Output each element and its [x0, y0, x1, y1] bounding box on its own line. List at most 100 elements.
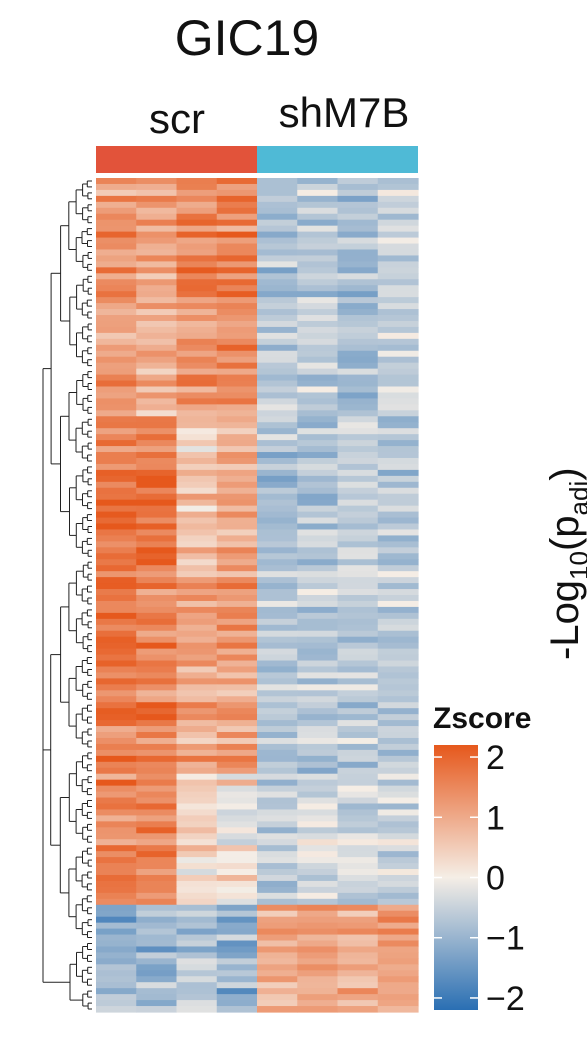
heatmap-cell: [96, 487, 137, 495]
heatmap-cell: [216, 803, 258, 811]
heatmap-cell: [136, 249, 178, 257]
heatmap-cell: [136, 553, 178, 560]
heatmap-cell: [337, 595, 379, 602]
heatmap-cell: [257, 690, 298, 697]
heatmap-cell: [337, 1006, 379, 1013]
heatmap-cell: [337, 434, 379, 441]
heatmap-cell: [297, 666, 339, 674]
heatmap-cell: [257, 839, 298, 846]
heatmap-cell: [297, 362, 339, 370]
heatmap-cell: [216, 696, 258, 703]
heatmap-cell: [216, 791, 258, 799]
heatmap-cell: [216, 463, 258, 471]
heatmap-cell: [136, 589, 178, 596]
heatmap-cell: [297, 493, 339, 501]
heatmap-cell: [136, 678, 178, 685]
heatmap-cell: [96, 178, 137, 185]
heatmap-cell: [377, 690, 419, 697]
heatmap-cell: [96, 642, 137, 650]
heatmap-cell: [96, 332, 137, 340]
heatmap-cell: [257, 178, 298, 185]
heatmap-cell: [176, 696, 218, 703]
heatmap-cell: [257, 708, 298, 715]
heatmap-cell: [257, 678, 298, 685]
heatmap-cell: [377, 285, 419, 292]
heatmap-cell: [257, 660, 298, 668]
heatmap-cell: [377, 702, 419, 709]
heatmap-cell: [176, 839, 218, 846]
heatmap-cell: [216, 243, 258, 251]
heatmap-cell: [176, 315, 218, 322]
heatmap-cell: [216, 892, 258, 900]
heatmap-cell: [297, 874, 339, 882]
heatmap-cell: [257, 380, 298, 388]
heatmap-cell: [136, 743, 178, 751]
heatmap-cell: [337, 785, 379, 793]
heatmap-cell: [377, 648, 419, 656]
heatmap-cell: [216, 475, 258, 483]
heatmap-cell: [297, 934, 339, 942]
heatmap-cell: [377, 964, 419, 971]
heatmap-cell: [377, 606, 419, 614]
heatmap-cell: [337, 463, 379, 471]
heatmap-cell: [297, 463, 339, 471]
heatmap-cell: [257, 493, 298, 501]
heatmap-cell: [216, 606, 258, 614]
heatmap-cell: [176, 332, 218, 340]
heatmap-cell: [136, 630, 178, 638]
heatmap-cell: [257, 440, 298, 447]
heatmap-cell: [377, 481, 419, 489]
heatmap-cell: [337, 362, 379, 370]
heatmap-cell: [176, 851, 218, 858]
heatmap-cell: [216, 553, 258, 560]
heatmap-cell: [136, 410, 178, 417]
heatmap-cell: [136, 726, 178, 733]
heatmap-cell: [216, 779, 258, 787]
heatmap-cell: [377, 833, 419, 840]
heatmap-cell: [257, 773, 298, 781]
heatmap-cell: [257, 273, 298, 280]
heatmap-cell: [216, 434, 258, 441]
heatmap-cell: [96, 869, 137, 876]
heatmap-cell: [337, 791, 379, 799]
heatmap-cell: [96, 827, 137, 834]
heatmap-cell: [136, 511, 178, 519]
heatmap-cell: [337, 297, 379, 304]
heatmap-cell: [257, 320, 298, 328]
heatmap-cell: [297, 565, 339, 572]
heatmap-cell: [216, 916, 258, 924]
heatmap-cell: [216, 303, 258, 310]
heatmap-cell: [297, 732, 339, 739]
heatmap-cell: [136, 821, 178, 828]
heatmap-cell: [176, 702, 218, 709]
heatmap-cell: [176, 797, 218, 805]
heatmap-cell: [257, 303, 298, 310]
heatmap-cell: [96, 279, 137, 286]
heatmap-cell: [297, 517, 339, 525]
heatmap-cell: [297, 708, 339, 715]
heatmap-cell: [257, 356, 298, 364]
heatmap-cell: [297, 618, 339, 626]
heatmap-cell: [257, 797, 298, 805]
heatmap-cell: [377, 231, 419, 239]
heatmap-cell: [377, 541, 419, 548]
svg-text:-Log10(padj): -Log10(padj): [543, 467, 587, 660]
heatmap-cell: [337, 303, 379, 310]
heatmap-cell: [176, 946, 218, 954]
heatmap-cell: [297, 207, 339, 215]
chart-title: GIC19: [175, 10, 320, 66]
heatmap-cell: [96, 392, 137, 400]
heatmap-cell: [337, 219, 379, 227]
heatmap-cell: [96, 291, 137, 298]
heatmap-cell: [377, 952, 419, 959]
heatmap-cell: [257, 988, 298, 995]
heatmap-cell: [176, 356, 218, 364]
heatmap-cell: [176, 958, 218, 965]
heatmap-cell: [257, 696, 298, 703]
heatmap-cell: [377, 857, 419, 864]
heatmap-cell: [176, 261, 218, 268]
heatmap-cell: [257, 970, 298, 977]
heatmap-cell: [96, 743, 137, 751]
heatmap-cell: [216, 291, 258, 298]
heatmap-cell: [297, 845, 339, 852]
